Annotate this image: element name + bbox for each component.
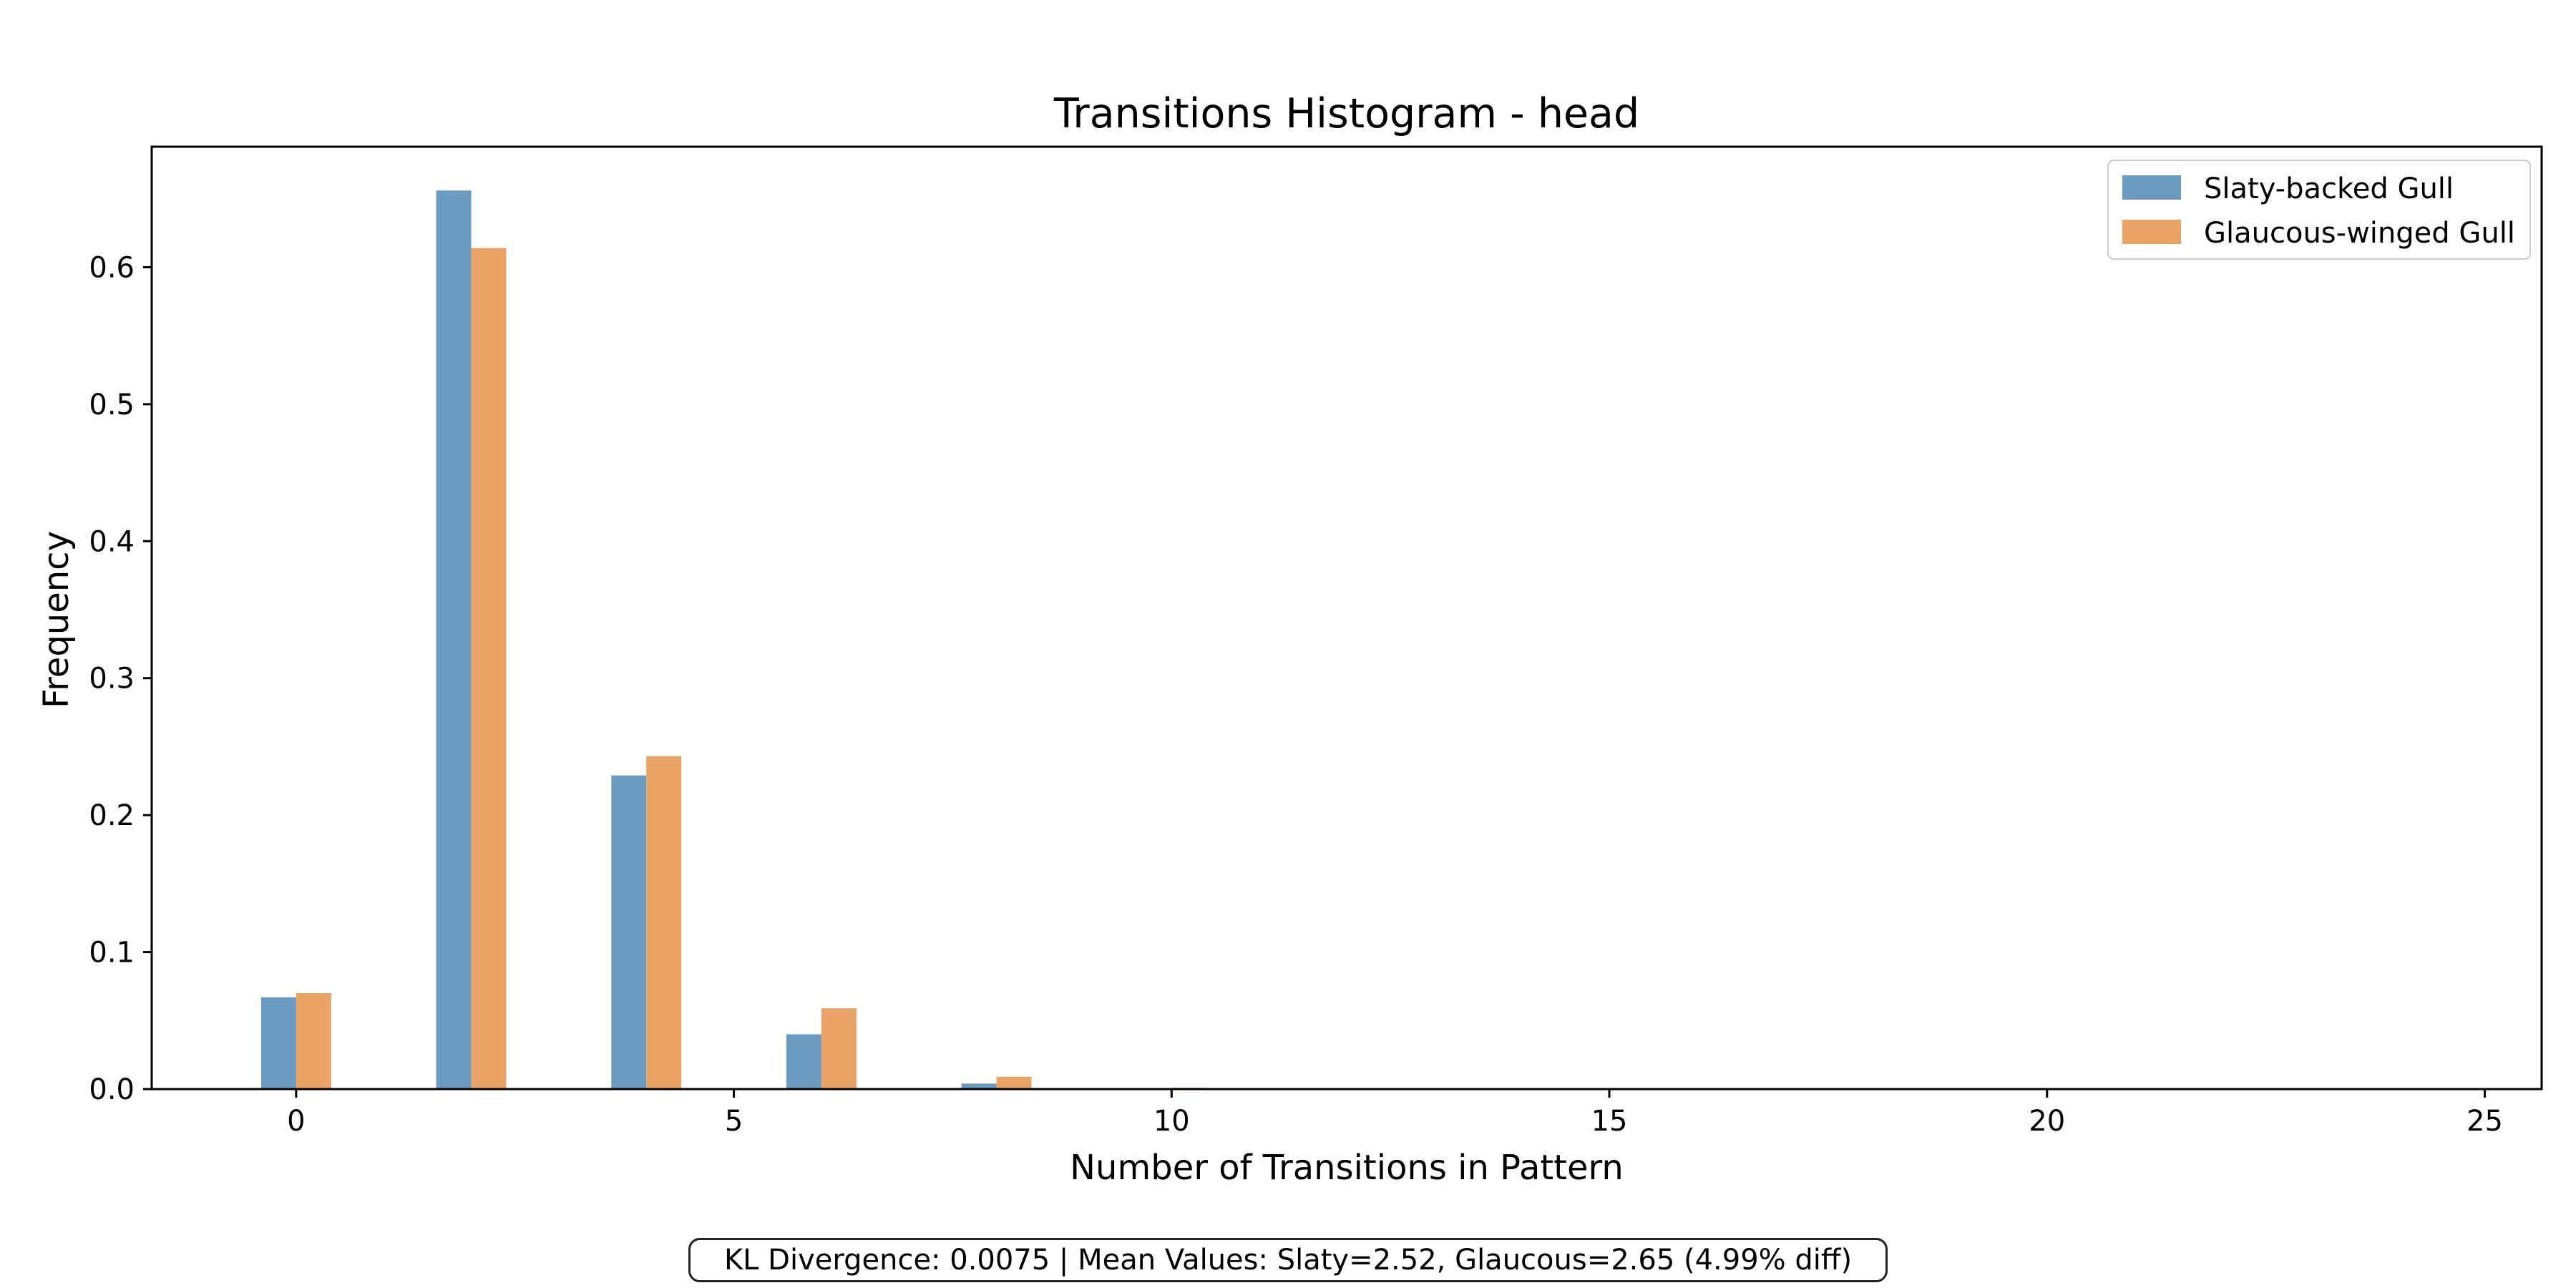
- legend-label: Glaucous-winged Gull: [2204, 217, 2515, 250]
- plot-frame: [150, 145, 2543, 1091]
- y-tick-label: 0.4: [89, 525, 135, 558]
- y-tick-label: 0.1: [89, 937, 135, 970]
- x-axis-label: Number of Transitions in Pattern: [1070, 1148, 1624, 1188]
- bar-glaucous-0: [296, 993, 331, 1089]
- bar-slaty-6: [786, 1034, 821, 1089]
- y-axis-label: Frequency: [36, 531, 77, 708]
- y-tick-label: 0.3: [89, 663, 135, 696]
- bar-slaty-2: [436, 190, 472, 1089]
- bar-glaucous-2: [471, 248, 507, 1090]
- stats-box: KL Divergence: 0.0075 | Mean Values: Sla…: [688, 1238, 1888, 1282]
- x-tick-label: 10: [1153, 1105, 1190, 1138]
- x-tick-label: 0: [287, 1105, 305, 1138]
- x-tick-label: 20: [2029, 1105, 2065, 1138]
- bar-glaucous-6: [821, 1008, 857, 1089]
- legend-frame: [2107, 160, 2531, 260]
- y-tick-label: 0.5: [89, 389, 135, 421]
- bar-slaty-8: [961, 1083, 997, 1089]
- bar-glaucous-8: [996, 1076, 1032, 1089]
- legend-swatch: [2122, 175, 2181, 200]
- bar-slaty-0: [260, 997, 296, 1089]
- y-axis-ticks: 0.0 0.1 0.2 0.3 0.4 0.5 0.6: [89, 251, 152, 1106]
- x-axis-ticks: 0 5 10 15 20 25: [287, 1089, 2503, 1138]
- legend: Slaty-backed Gull Glaucous-winged Gull: [2107, 160, 2531, 260]
- x-tick-label: 25: [2467, 1105, 2503, 1138]
- y-tick-label: 0.0: [89, 1073, 135, 1106]
- legend-label: Slaty-backed Gull: [2204, 172, 2454, 205]
- x-tick-label: 5: [725, 1105, 743, 1138]
- bar-slaty-4: [611, 775, 647, 1089]
- bar-glaucous-4: [646, 756, 682, 1089]
- y-tick-label: 0.2: [89, 799, 135, 832]
- legend-swatch: [2122, 220, 2181, 244]
- stats-text: KL Divergence: 0.0075 | Mean Values: Sla…: [723, 1244, 1853, 1277]
- x-tick-label: 15: [1591, 1105, 1628, 1138]
- bars-layer: [260, 190, 1207, 1090]
- y-tick-label: 0.6: [89, 251, 135, 284]
- chart-title: Transitions Histogram - head: [1053, 90, 1639, 137]
